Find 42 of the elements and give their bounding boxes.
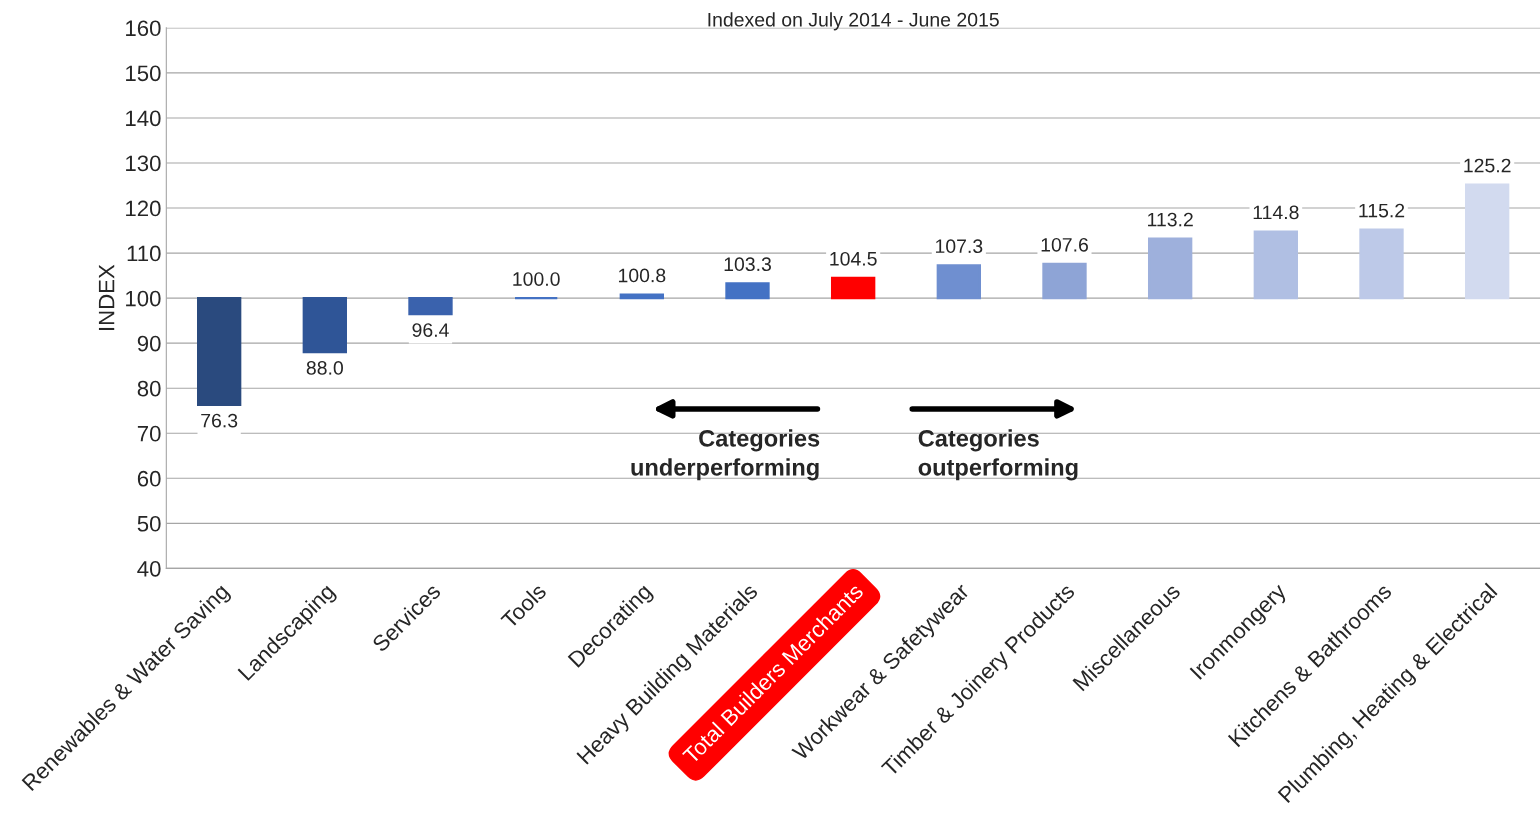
y-tick-label: 40 — [137, 560, 161, 577]
y-tick-label: 50 — [137, 515, 161, 532]
bar — [619, 293, 664, 300]
data-label: 104.5 — [830, 251, 877, 266]
data-label: 103.3 — [724, 257, 771, 272]
y-tick-label: 130 — [126, 155, 161, 172]
data-label: 107.6 — [1041, 237, 1088, 252]
y-tick-label: 110 — [127, 245, 161, 262]
data-label: 88.0 — [306, 361, 343, 375]
annotation: Categories outperforming — [918, 429, 1078, 481]
data-label: 113.2 — [1148, 212, 1193, 227]
bar — [830, 276, 876, 300]
data-label: 107.3 — [935, 239, 983, 254]
y-tick-label: 60 — [137, 470, 161, 487]
y-tick-label: 90 — [137, 335, 161, 352]
y-tick-label: 70 — [137, 425, 161, 442]
data-label: 96.4 — [412, 323, 449, 337]
y-tick-label: 160 — [126, 20, 161, 37]
y-tick-label: 80 — [137, 380, 161, 397]
y-tick-label: 120 — [126, 200, 161, 217]
data-label: 114.8 — [1253, 205, 1299, 220]
data-label: 100.8 — [618, 268, 666, 283]
bar — [1147, 237, 1193, 300]
bar — [1464, 183, 1510, 300]
bar — [725, 282, 770, 300]
bar — [1359, 228, 1404, 300]
data-label: 125.2 — [1464, 158, 1511, 173]
bar — [196, 297, 242, 406]
bar — [1042, 262, 1087, 300]
bar — [408, 297, 453, 316]
data-label: 115.2 — [1359, 203, 1405, 218]
y-tick-label: 140 — [126, 110, 161, 127]
y-tick-label: 150 — [126, 65, 161, 82]
bar — [1253, 230, 1298, 300]
y-tick-label: 100 — [126, 290, 161, 307]
y-axis-title: INDEX — [98, 264, 115, 331]
bar — [936, 264, 981, 300]
chart-subtitle: Indexed on July 2014 - June 2015 — [708, 12, 999, 31]
bar — [302, 297, 347, 354]
data-label: 100.0 — [513, 272, 560, 286]
data-label: 76.3 — [201, 413, 238, 428]
annotation: Categories underperforming — [631, 429, 820, 481]
